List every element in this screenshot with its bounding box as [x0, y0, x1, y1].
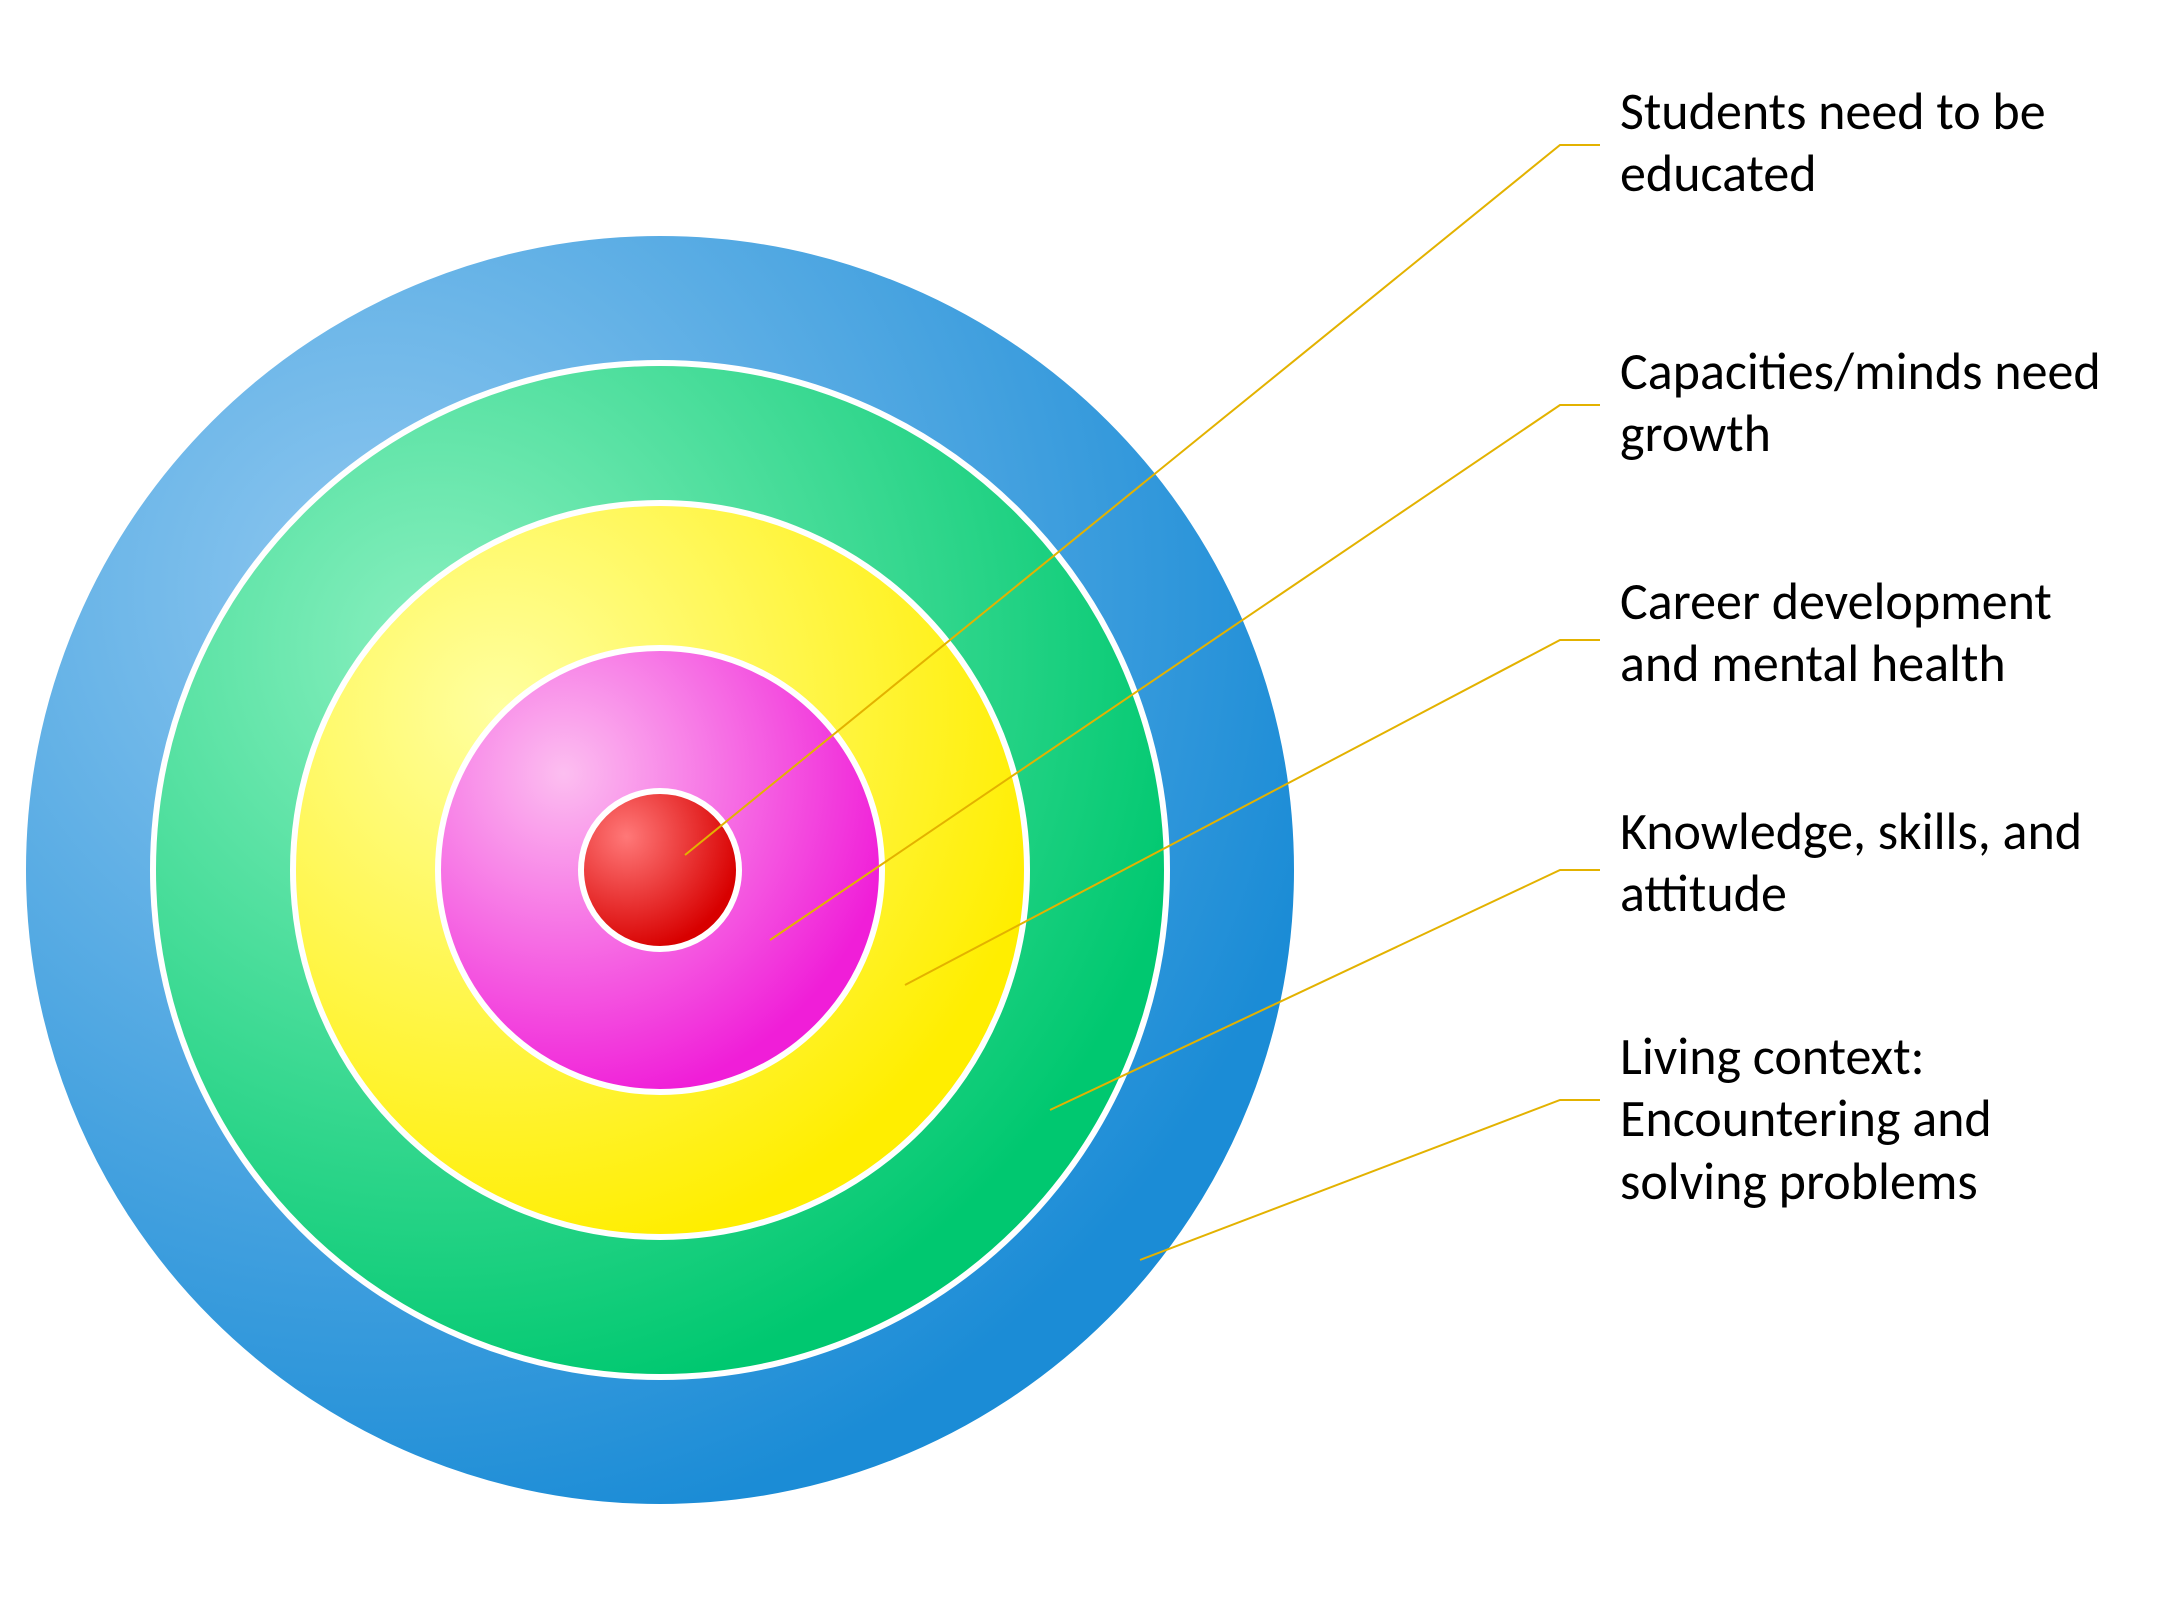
label-ring2: Capacities/minds need growth: [1620, 340, 2101, 465]
label-inner: Students need to be educated: [1620, 80, 2046, 205]
label-ring3: Career development and mental health: [1620, 570, 2052, 695]
label-ring4: Knowledge, skills, and attitude: [1620, 800, 2082, 925]
label-outer: Living context: Encountering and solving…: [1620, 1025, 1992, 1212]
concentric-diagram: Students need to be educated Capacities/…: [0, 0, 2164, 1601]
ring-inner: [578, 788, 742, 952]
